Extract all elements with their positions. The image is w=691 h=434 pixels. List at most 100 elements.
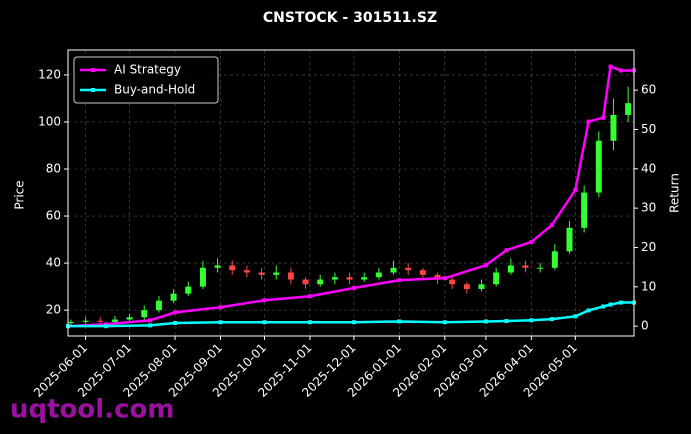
y-tick-label: 40 — [46, 256, 61, 270]
candle-body — [463, 284, 470, 289]
candle-body — [361, 277, 368, 280]
y2-tick-label: 20 — [641, 240, 656, 254]
line-marker — [618, 300, 623, 305]
candle-body — [595, 140, 602, 193]
candle-body — [126, 317, 133, 320]
y2-tick-label: 10 — [641, 279, 656, 293]
watermark: uqtool.com — [10, 395, 174, 425]
candle-body — [155, 300, 162, 311]
candle-body — [273, 272, 280, 275]
legend-box — [73, 56, 219, 104]
line-marker — [601, 304, 606, 309]
candle-body — [449, 279, 456, 285]
line-marker — [608, 302, 613, 307]
y-axis-label: Price — [13, 180, 27, 209]
plot-frame — [67, 49, 635, 337]
candle-body — [331, 277, 338, 280]
line-marker — [262, 298, 267, 303]
line-marker — [573, 188, 578, 193]
y2-tick-label: 0 — [641, 319, 649, 333]
return-line — [67, 64, 634, 328]
y2-tick-label: 40 — [641, 161, 656, 175]
candle-body — [507, 265, 514, 273]
line-marker — [504, 248, 509, 253]
legend-label: AI Strategy — [114, 63, 181, 77]
candle-body — [258, 272, 265, 275]
candle-body — [243, 270, 250, 273]
candle-body — [346, 277, 353, 280]
line-marker — [307, 294, 312, 299]
return-line — [68, 301, 634, 328]
line-marker — [397, 278, 402, 283]
y2-tick-label: 50 — [641, 122, 656, 136]
candle-body — [141, 310, 148, 318]
candle-body — [390, 267, 397, 273]
line-marker — [608, 64, 613, 69]
line-marker — [601, 115, 606, 120]
line-marker — [397, 319, 402, 324]
candle-body — [229, 265, 236, 271]
candle-body — [67, 321, 74, 324]
candle-body — [581, 192, 588, 228]
line-marker — [148, 323, 153, 328]
candle-body — [537, 267, 544, 269]
line-marker — [218, 305, 223, 310]
line-marker — [262, 320, 267, 325]
candle-body — [82, 320, 89, 322]
candle-body — [522, 265, 529, 268]
candle-body — [405, 267, 412, 271]
line-marker — [173, 321, 178, 326]
line-marker — [442, 320, 447, 325]
line-marker — [307, 320, 312, 325]
line-marker — [351, 320, 356, 325]
legend-marker — [91, 88, 95, 92]
line-marker — [483, 263, 488, 268]
y-tick-label: 20 — [46, 303, 61, 317]
y-tick-label: 80 — [46, 162, 61, 176]
chart-title: CNSTOCK - 301511.SZ — [263, 10, 437, 26]
candle-body — [493, 272, 500, 285]
line-marker — [483, 319, 488, 324]
y2-tick-label: 30 — [641, 201, 656, 215]
candle-body — [199, 267, 206, 287]
line-marker — [351, 286, 356, 291]
line-marker — [529, 318, 534, 323]
candle-body — [434, 274, 441, 280]
line-marker — [586, 308, 591, 313]
candle-body — [287, 272, 294, 280]
y-tick-label: 60 — [46, 209, 61, 223]
candle-body — [170, 293, 177, 301]
line-marker — [529, 239, 534, 244]
line-marker — [148, 318, 153, 323]
y2-axis-label: Return — [668, 173, 682, 213]
line-marker — [586, 119, 591, 124]
legend-marker — [91, 68, 95, 72]
line-marker — [573, 314, 578, 319]
y2-tick-label: 60 — [641, 83, 656, 97]
line-marker — [104, 324, 109, 329]
line-marker — [504, 319, 509, 324]
candle-body — [566, 227, 573, 252]
line-marker — [173, 310, 178, 315]
candle-body — [97, 320, 104, 322]
candle-body — [478, 284, 485, 289]
candle-body — [375, 272, 382, 278]
candle-body — [302, 279, 309, 285]
candle-body — [214, 265, 221, 268]
line-marker — [442, 276, 447, 281]
candle-body — [625, 103, 632, 115]
line-marker — [218, 320, 223, 325]
candle-body — [317, 279, 324, 285]
y-tick-label: 100 — [38, 114, 61, 128]
candle-body — [551, 251, 558, 268]
candle-body — [185, 286, 192, 294]
y-tick-label: 120 — [38, 67, 61, 81]
candle-body — [111, 319, 118, 322]
candle-body — [419, 270, 426, 275]
line-marker — [549, 223, 554, 228]
line-marker — [549, 317, 554, 322]
legend-label: Buy-and-Hold — [114, 83, 195, 97]
candle-body — [610, 114, 617, 141]
line-marker — [618, 68, 623, 73]
